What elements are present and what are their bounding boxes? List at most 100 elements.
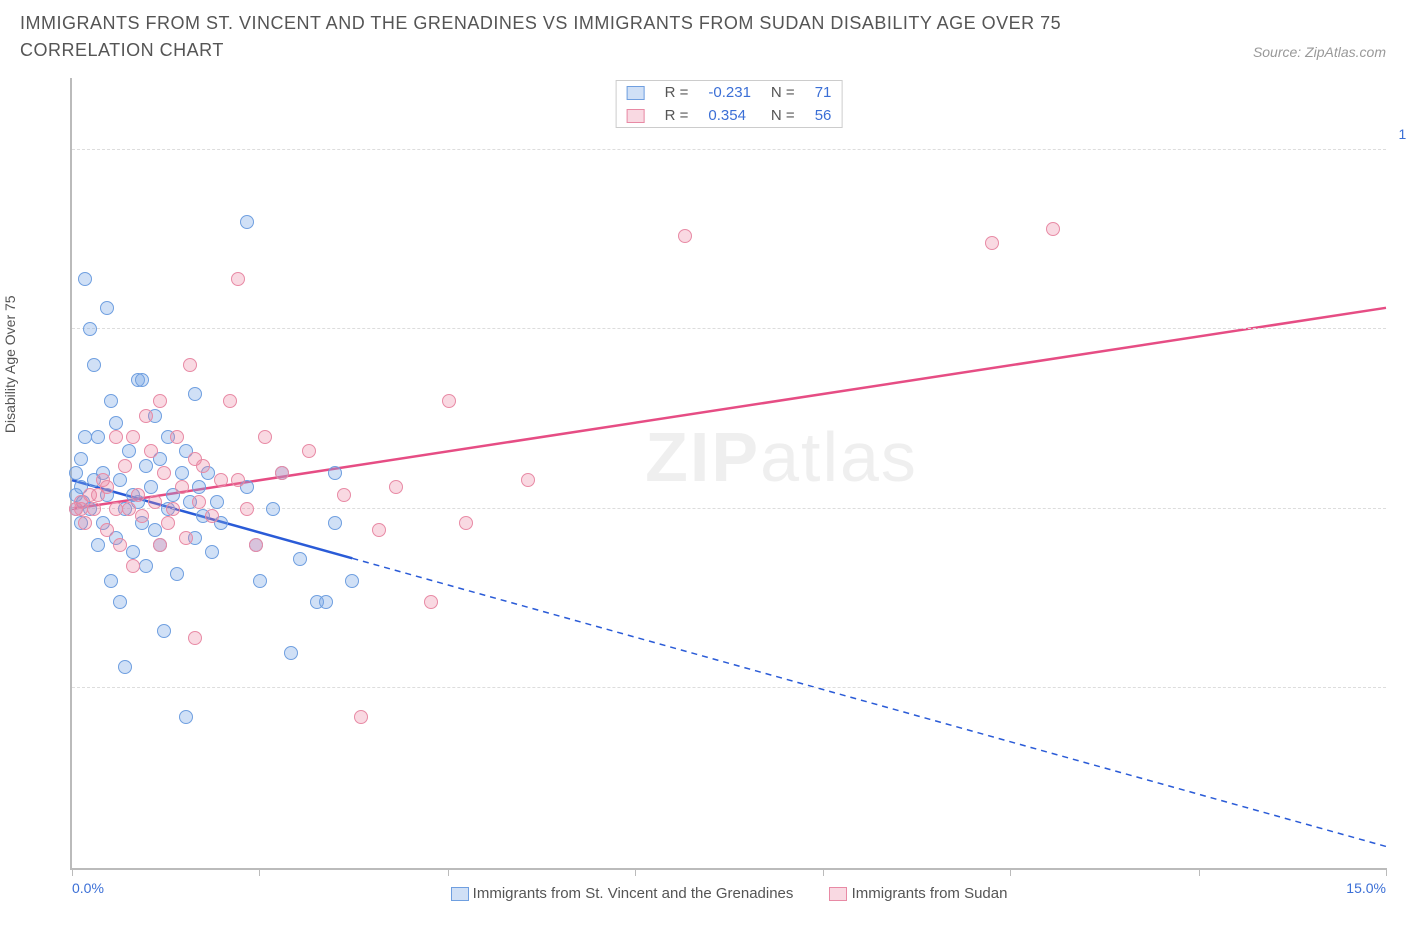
data-point [91,538,105,552]
trend-line-extrapolated [352,558,1386,846]
y-axis-label: Disability Age Over 75 [2,295,18,433]
data-point [249,538,263,552]
data-point [113,473,127,487]
data-point [78,272,92,286]
data-point [157,466,171,480]
data-point [328,516,342,530]
data-point [188,631,202,645]
data-point [100,523,114,537]
data-point [372,523,386,537]
legend-bottom: Immigrants from St. Vincent and the Gren… [72,885,1386,902]
data-point [139,459,153,473]
data-point [284,646,298,660]
data-point [78,430,92,444]
data-point [192,495,206,509]
data-point [109,430,123,444]
data-point [78,516,92,530]
x-tick [823,868,824,876]
legend-stats-row: R =0.354N =56 [617,104,842,127]
data-point [104,394,118,408]
data-point [161,516,175,530]
data-point [148,523,162,537]
data-point [179,531,193,545]
data-point [74,452,88,466]
chart-title: IMMIGRANTS FROM ST. VINCENT AND THE GREN… [20,10,1120,64]
data-point [345,574,359,588]
data-point [678,229,692,243]
legend-stats-row: R =-0.231N =71 [617,81,842,104]
data-point [148,495,162,509]
data-point [253,574,267,588]
data-point [126,545,140,559]
y-tick-label: 100.0% [1399,126,1406,142]
data-point [459,516,473,530]
trend-lines-layer [72,78,1386,868]
gridline [72,149,1386,150]
data-point [100,480,114,494]
data-point [131,488,145,502]
data-point [87,502,101,516]
data-point [231,272,245,286]
data-point [328,466,342,480]
chart-container: Disability Age Over 75 ZIPatlas R =-0.23… [20,78,1386,910]
data-point [175,466,189,480]
data-point [442,394,456,408]
data-point [214,473,228,487]
data-point [122,444,136,458]
data-point [91,430,105,444]
data-point [126,430,140,444]
gridline [72,328,1386,329]
source-attribution: Source: ZipAtlas.com [1253,44,1386,60]
data-point [424,595,438,609]
data-point [109,502,123,516]
data-point [170,430,184,444]
data-point [521,473,535,487]
data-point [231,473,245,487]
data-point [170,567,184,581]
data-point [389,480,403,494]
legend-stats-box: R =-0.231N =71R =0.354N =56 [616,80,843,128]
scatter-plot-area: ZIPatlas R =-0.231N =71R =0.354N =56 Imm… [70,78,1386,870]
data-point [139,409,153,423]
data-point [210,495,224,509]
data-point [179,710,193,724]
data-point [157,624,171,638]
data-point [293,552,307,566]
data-point [240,502,254,516]
data-point [144,444,158,458]
data-point [205,509,219,523]
data-point [69,466,83,480]
data-point [337,488,351,502]
data-point [319,595,333,609]
data-point [104,574,118,588]
x-tick [1199,868,1200,876]
data-point [153,538,167,552]
data-point [113,595,127,609]
data-point [166,502,180,516]
data-point [258,430,272,444]
data-point [266,502,280,516]
data-point [139,559,153,573]
data-point [985,236,999,250]
x-tick [1010,868,1011,876]
data-point [135,509,149,523]
data-point [118,459,132,473]
x-tick [72,868,73,876]
data-point [144,480,158,494]
data-point [175,480,189,494]
data-point [196,459,210,473]
data-point [183,358,197,372]
data-point [83,322,97,336]
data-point [354,710,368,724]
data-point [126,559,140,573]
x-tick [259,868,260,876]
x-tick [635,868,636,876]
data-point [135,373,149,387]
gridline [72,687,1386,688]
trend-line [72,308,1386,509]
data-point [153,394,167,408]
data-point [87,358,101,372]
data-point [188,387,202,401]
x-tick-label: 15.0% [1346,880,1386,896]
data-point [275,466,289,480]
